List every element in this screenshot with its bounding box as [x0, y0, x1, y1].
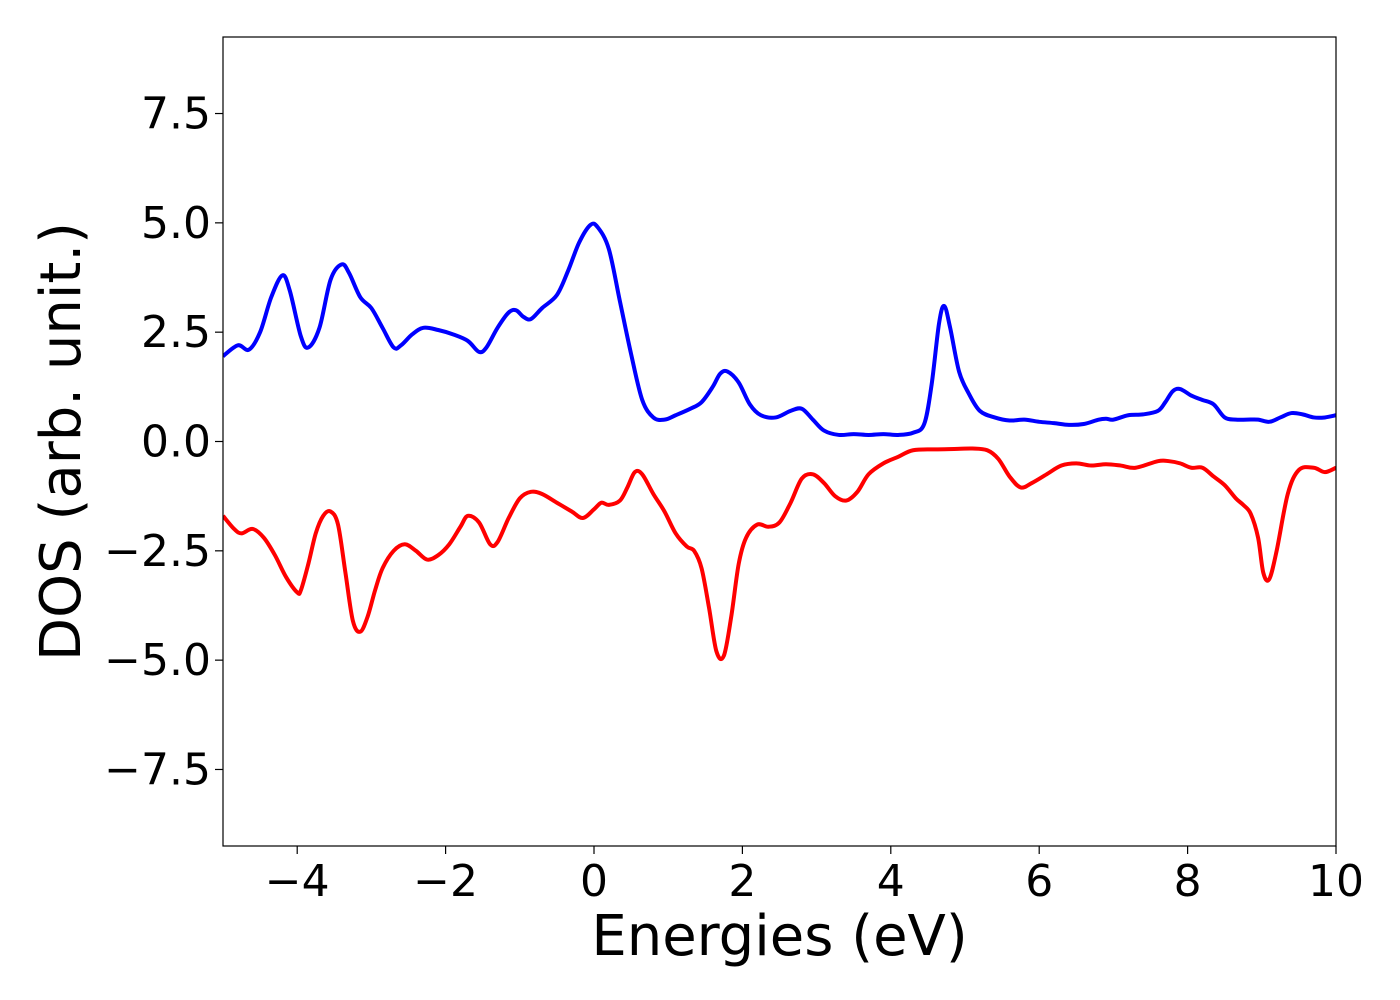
- x-tick-label: 2: [728, 856, 756, 907]
- plot-frame: [222, 36, 1337, 847]
- x-tick-label: 10: [1308, 856, 1364, 907]
- y-axis: 7.5 5.0 2.5 0.0 −2.5 −5.0 −7.5: [104, 89, 223, 795]
- y-tick-label: 7.5: [141, 89, 211, 140]
- y-tick-label: 0.0: [141, 417, 211, 468]
- y-tick-label: 2.5: [141, 307, 211, 358]
- y-tick-label: −2.5: [104, 526, 211, 577]
- y-tick-label: 5.0: [141, 198, 211, 249]
- y-axis-label: DOS (arb. unit.): [29, 222, 94, 661]
- x-tick-label: 0: [580, 856, 608, 907]
- x-tick-label: 4: [877, 856, 905, 907]
- series-line-spin-down: [223, 446, 1336, 662]
- x-tick-label: 8: [1174, 856, 1202, 907]
- x-axis: −4 −2 0 2 4 6 8 10: [265, 846, 1364, 907]
- series-line-spin-up: [223, 221, 1336, 438]
- y-tick-label: −5.0: [104, 635, 211, 686]
- x-axis-label: Energies (eV): [591, 904, 967, 969]
- x-tick-label: 6: [1025, 856, 1053, 907]
- y-tick-label: −7.5: [104, 744, 211, 795]
- series-layer: [223, 221, 1336, 662]
- x-tick-label: −2: [413, 856, 478, 907]
- x-tick-label: −4: [265, 856, 330, 907]
